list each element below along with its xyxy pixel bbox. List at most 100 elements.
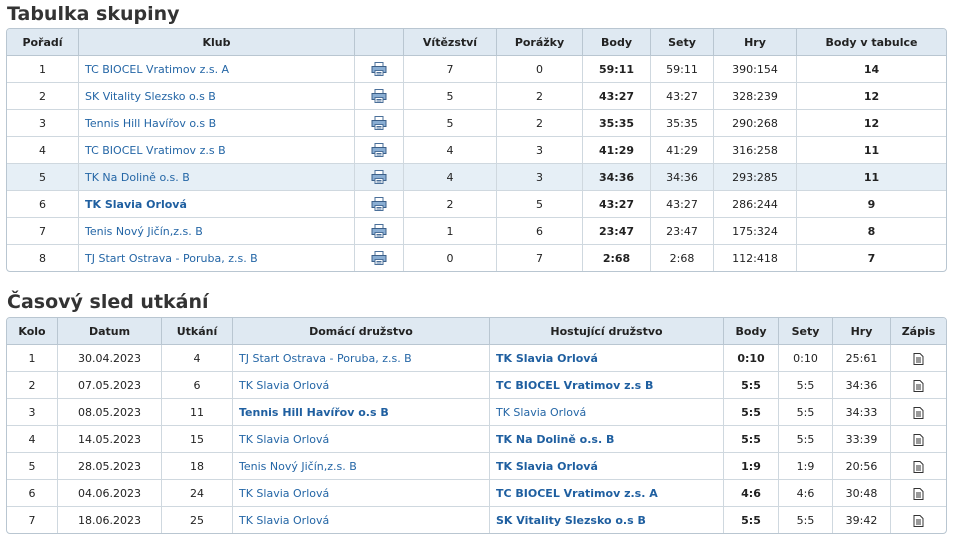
hry-cell: 20:56	[833, 452, 891, 479]
away-team-cell: TK Slavia Orlová	[490, 452, 724, 479]
club-cell: TK Slavia Orlová	[79, 190, 355, 217]
table-points-cell: 14	[863, 62, 880, 76]
hry-cell: 328:239	[714, 82, 797, 109]
round-cell: 3	[7, 398, 58, 425]
table-row: 6 TK Slavia Orlová 2 5 43:27 43:27 286:244 9	[7, 190, 946, 217]
match-cell: 15	[162, 425, 233, 452]
report-cell	[891, 479, 946, 506]
wins-cell: 5	[404, 109, 497, 136]
table-row: 8 TJ Start Ostrava - Poruba, z.s. B 0 7 2:68…	[7, 244, 946, 271]
rank-cell: 7	[7, 217, 79, 244]
away-team-link[interactable]: TK Slavia Orlová	[496, 351, 598, 365]
printer-icon[interactable]	[371, 89, 387, 103]
col-header-away-team: Hostující družstvo	[490, 318, 724, 345]
report-cell	[891, 425, 946, 452]
away-team-link[interactable]: TK Na Dolině o.s. B	[496, 432, 615, 446]
col-header-hry: Hry	[833, 318, 891, 345]
round-cell: 6	[7, 479, 58, 506]
rank-cell: 1	[7, 56, 79, 82]
print-cell	[355, 244, 404, 271]
away-team-link[interactable]: TC BIOCEL Vratimov z.s B	[496, 378, 654, 392]
col-header-round: Kolo	[7, 318, 58, 345]
date-cell: 04.06.2023	[58, 479, 162, 506]
col-header-match: Utkání	[162, 318, 233, 345]
schedule-table: Kolo Datum Utkání Domácí družstvo Hostuj…	[6, 317, 947, 534]
document-icon[interactable]	[913, 352, 924, 365]
body-cell: 5:5	[724, 425, 779, 452]
club-link[interactable]: TC BIOCEL Vratimov z.s. A	[85, 62, 230, 76]
away-team-link[interactable]: SK Vitality Slezsko o.s B	[496, 513, 646, 527]
report-cell	[891, 345, 946, 371]
home-team-link[interactable]: TK Slavia Orlová	[239, 432, 330, 446]
away-team-link[interactable]: TK Slavia Orlová	[496, 459, 598, 473]
printer-icon[interactable]	[371, 116, 387, 130]
sety-cell: 35:35	[651, 109, 714, 136]
printer-icon[interactable]	[371, 62, 387, 76]
col-header-body: Body	[724, 318, 779, 345]
col-header-rank: Pořadí	[7, 29, 79, 56]
document-icon[interactable]	[913, 379, 924, 392]
club-link[interactable]: Tennis Hill Havířov o.s B	[85, 116, 217, 130]
print-cell	[355, 217, 404, 244]
document-icon[interactable]	[913, 460, 924, 473]
away-team-link[interactable]: TC BIOCEL Vratimov z.s. A	[496, 486, 658, 500]
club-link[interactable]: Tenis Nový Jičín,z.s. B	[85, 224, 203, 238]
club-link[interactable]: TJ Start Ostrava - Poruba, z.s. B	[85, 251, 258, 265]
printer-icon[interactable]	[371, 170, 387, 184]
home-team-link[interactable]: TJ Start Ostrava - Poruba, z.s. B	[239, 351, 412, 365]
club-link[interactable]: TC BIOCEL Vratimov z.s B	[85, 143, 226, 157]
col-header-hry: Hry	[714, 29, 797, 56]
body-cell: 0:10	[724, 345, 779, 371]
hry-cell: 390:154	[714, 56, 797, 82]
table-points-cell: 9	[797, 190, 946, 217]
away-team-link[interactable]: TK Slavia Orlová	[496, 405, 587, 419]
col-header-home-team: Domácí družstvo	[233, 318, 490, 345]
home-team-link[interactable]: Tenis Nový Jičín,z.s. B	[239, 459, 357, 473]
document-icon[interactable]	[913, 514, 924, 527]
printer-icon[interactable]	[371, 197, 387, 211]
away-team-cell: TK Slavia Orlová	[490, 345, 724, 371]
table-row: 1 30.04.2023 4 TJ Start Ostrava - Poruba, z…	[7, 345, 946, 371]
table-row: 2 SK Vitality Slezsko o.s B 5 2 43:27 43:27 32…	[7, 82, 946, 109]
away-team-cell: TC BIOCEL Vratimov z.s B	[490, 371, 724, 398]
table-points-cell: 8	[797, 217, 946, 244]
home-team-link[interactable]: TK Slavia Orlová	[239, 513, 330, 527]
report-cell	[891, 398, 946, 425]
sety-cell: 5:5	[779, 425, 833, 452]
club-link[interactable]: SK Vitality Slezsko o.s B	[85, 89, 216, 103]
date-cell: 30.04.2023	[58, 345, 162, 371]
away-team-cell: SK Vitality Slezsko o.s B	[490, 506, 724, 533]
sety-cell: 5:5	[779, 371, 833, 398]
wins-cell: 7	[404, 56, 497, 82]
print-cell	[355, 56, 404, 82]
losses-cell: 5	[497, 190, 583, 217]
rank-cell: 6	[7, 190, 79, 217]
body-cell: 23:47	[583, 217, 651, 244]
home-team-cell: TK Slavia Orlová	[233, 506, 490, 533]
printer-icon[interactable]	[371, 143, 387, 157]
body-cell: 5:5	[724, 506, 779, 533]
wins-cell: 2	[404, 190, 497, 217]
printer-icon[interactable]	[371, 224, 387, 238]
club-link[interactable]: TK Slavia Orlová	[85, 197, 187, 211]
table-row: 3 08.05.2023 11 Tennis Hill Havířov o.s B TK…	[7, 398, 946, 425]
losses-cell: 2	[497, 82, 583, 109]
sety-cell: 5:5	[779, 398, 833, 425]
document-icon[interactable]	[913, 487, 924, 500]
club-link[interactable]: TK Na Dolině o.s. B	[85, 170, 190, 184]
round-cell: 7	[7, 506, 58, 533]
sety-cell: 5:5	[779, 506, 833, 533]
losses-cell: 3	[497, 163, 583, 190]
body-cell: 4:6	[724, 479, 779, 506]
table-row: 4 14.05.2023 15 TK Slavia Orlová TK Na Dolin…	[7, 425, 946, 452]
home-team-link[interactable]: Tennis Hill Havířov o.s B	[239, 405, 389, 419]
home-team-link[interactable]: TK Slavia Orlová	[239, 486, 330, 500]
printer-icon[interactable]	[371, 251, 387, 265]
date-cell: 07.05.2023	[58, 371, 162, 398]
home-team-link[interactable]: TK Slavia Orlová	[239, 378, 330, 392]
document-icon[interactable]	[913, 433, 924, 446]
sety-cell: 41:29	[651, 136, 714, 163]
document-icon[interactable]	[913, 406, 924, 419]
round-cell: 1	[7, 345, 58, 371]
wins-cell: 4	[404, 163, 497, 190]
